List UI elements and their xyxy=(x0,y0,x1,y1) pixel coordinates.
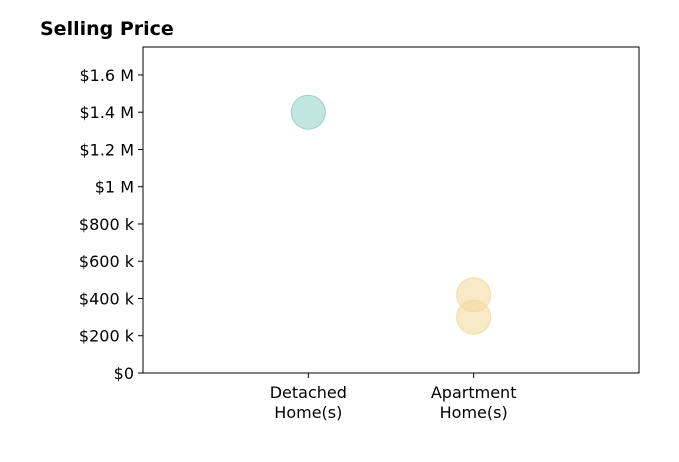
x-tick-label: Detached Home(s) xyxy=(270,383,347,422)
y-tick-label: $1.2 M xyxy=(79,140,134,159)
x-axis: Detached Home(s)Apartment Home(s) xyxy=(270,373,517,422)
x-tick-label-line: Home(s) xyxy=(274,403,342,422)
y-axis: $0 $200 k $400 k $600 k $800 k $1 M $1.2 M $1.4… xyxy=(79,66,143,383)
y-tick-label: $0 xyxy=(114,364,134,383)
data-point xyxy=(290,94,326,130)
data-point xyxy=(456,299,492,335)
y-tick-label: $1.4 M xyxy=(79,103,134,122)
y-tick-label: $1 M xyxy=(95,178,134,197)
y-tick-label: $1.6 M xyxy=(79,66,134,85)
y-tick-label: $200 k xyxy=(79,327,135,346)
x-tick-label-line: Apartment xyxy=(431,383,517,402)
y-tick-label: $800 k xyxy=(79,215,135,234)
points-layer xyxy=(290,94,492,335)
x-tick-label: Apartment Home(s) xyxy=(431,383,517,422)
x-tick-label-line: Home(s) xyxy=(440,403,508,422)
y-tick-label: $400 k xyxy=(79,289,135,308)
y-tick-label: $600 k xyxy=(79,252,135,271)
plot-frame xyxy=(142,46,640,374)
x-tick-label-line: Detached xyxy=(270,383,347,402)
chart-title: Selling Price xyxy=(40,18,174,40)
